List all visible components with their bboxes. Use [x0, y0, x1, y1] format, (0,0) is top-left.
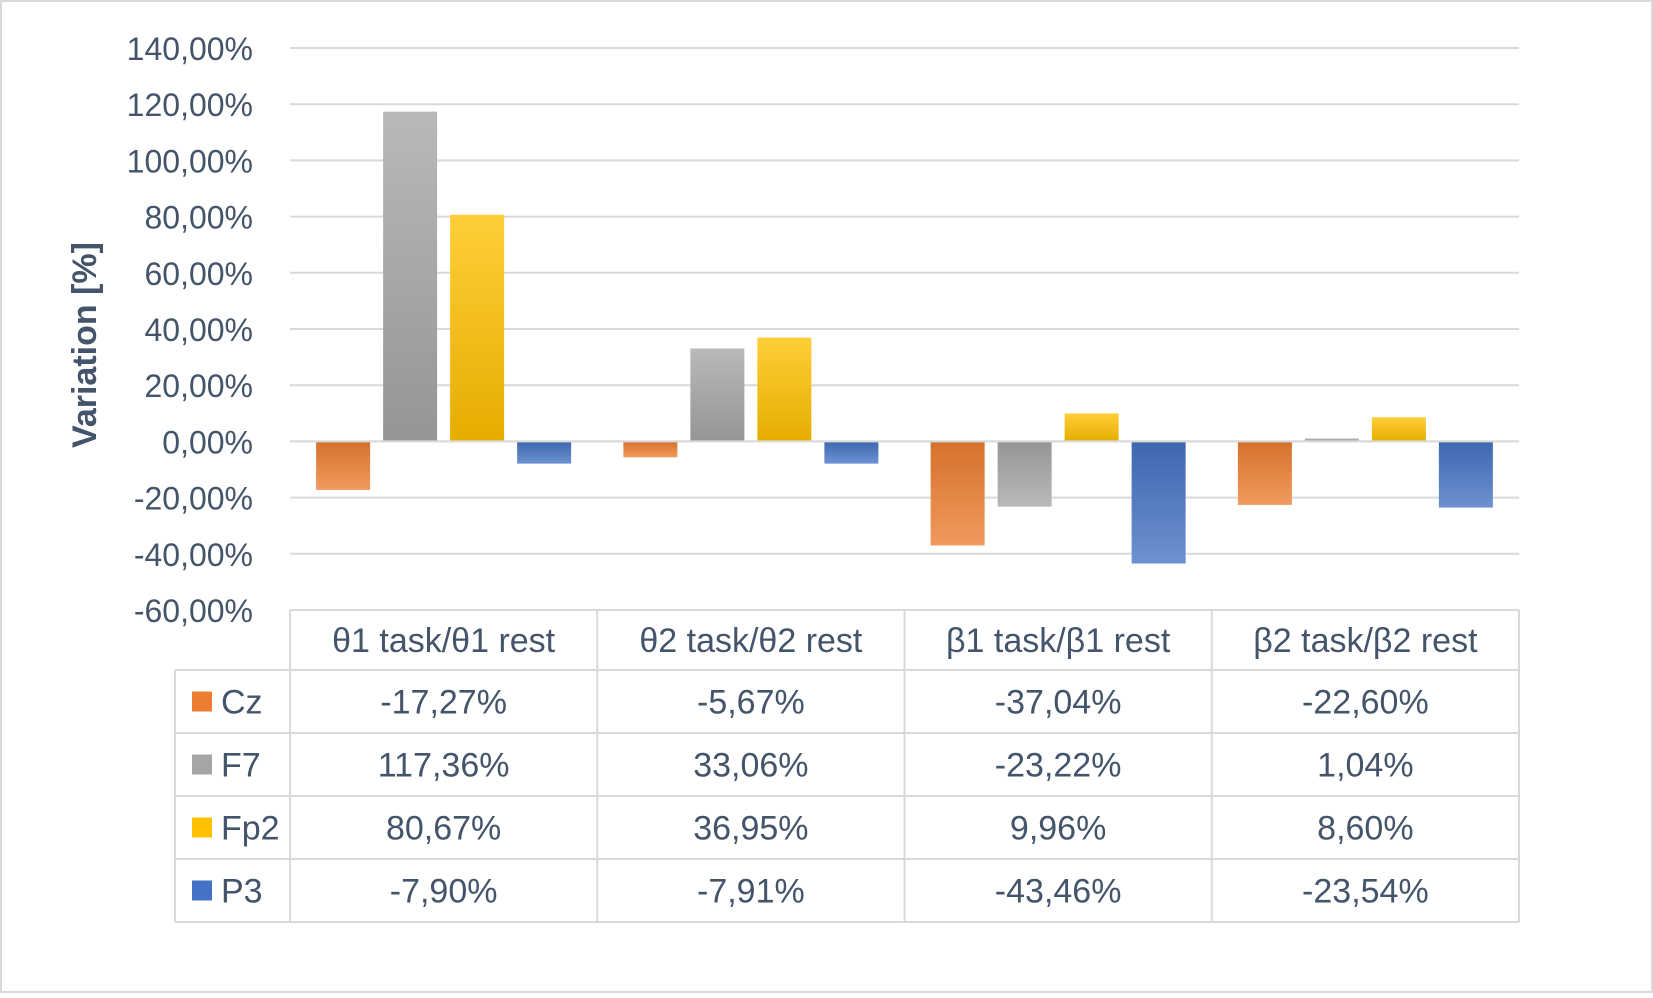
bar-p3	[1438, 441, 1493, 508]
table-cell-value: 9,96%	[1010, 810, 1106, 848]
legend-label: F7	[221, 747, 261, 785]
y-tick-label: 80,00%	[144, 200, 253, 236]
table-cell-value: -37,04%	[995, 684, 1122, 722]
y-tick-label: 20,00%	[144, 368, 253, 404]
category-label: β2 task/β2 rest	[1253, 622, 1478, 660]
legend-label: Fp2	[221, 810, 280, 848]
bar-fp2	[757, 337, 812, 442]
bar-f7	[690, 348, 745, 442]
y-tick-label: 0,00%	[162, 424, 253, 460]
legend-key-f7	[192, 754, 212, 775]
table-cell-value: 33,06%	[693, 747, 808, 785]
legend-key-fp2	[192, 817, 212, 838]
table-cell-value: -23,54%	[1302, 873, 1429, 911]
y-axis-label: Variation [%]	[66, 242, 104, 448]
bar-p3	[1131, 441, 1186, 564]
bar-fp2	[1064, 413, 1119, 442]
table-cell-value: -22,60%	[1302, 684, 1429, 722]
bar-cz	[930, 441, 985, 546]
category-label: β1 task/β1 rest	[946, 622, 1171, 660]
bar-f7	[1304, 438, 1359, 442]
bar-fp2	[450, 214, 505, 442]
table-cell-value: -5,67%	[697, 684, 805, 722]
bar-cz	[1237, 441, 1292, 505]
y-tick-label: 40,00%	[144, 312, 253, 348]
table-cell-value: 117,36%	[378, 747, 510, 785]
bar-cz	[316, 441, 371, 490]
y-tick-label: -60,00%	[134, 593, 253, 629]
legend-key-cz	[192, 691, 212, 712]
y-tick-label: 120,00%	[127, 87, 253, 123]
legend-label: Cz	[221, 684, 263, 722]
y-tick-label: 140,00%	[127, 31, 253, 67]
table-cell-value: -23,22%	[995, 747, 1122, 785]
legend-key-p3	[192, 880, 212, 901]
table-cell-value: 80,67%	[386, 810, 501, 848]
category-label: θ1 task/θ1 rest	[332, 622, 556, 660]
bar-f7	[997, 441, 1052, 507]
table-cell-value: 36,95%	[693, 810, 808, 848]
table-cell-value: -17,27%	[380, 684, 507, 722]
table-cell-value: -43,46%	[995, 873, 1122, 911]
table-cell-value: 8,60%	[1317, 810, 1413, 848]
bar-p3	[517, 441, 572, 464]
bar-p3	[824, 441, 879, 464]
y-tick-label: -40,00%	[134, 537, 253, 573]
table-cell-value: 1,04%	[1317, 747, 1413, 785]
y-tick-label: 100,00%	[127, 143, 253, 179]
table-cell-value: -7,90%	[390, 873, 498, 911]
table-cell-value: -7,91%	[697, 873, 805, 911]
category-label: θ2 task/θ2 rest	[639, 622, 863, 660]
bar-f7	[383, 111, 438, 442]
y-tick-label: 60,00%	[144, 256, 253, 292]
y-tick-label: -20,00%	[134, 481, 253, 517]
bar-fp2	[1371, 417, 1426, 442]
legend-label: P3	[221, 873, 263, 911]
bar-cz	[623, 441, 678, 458]
